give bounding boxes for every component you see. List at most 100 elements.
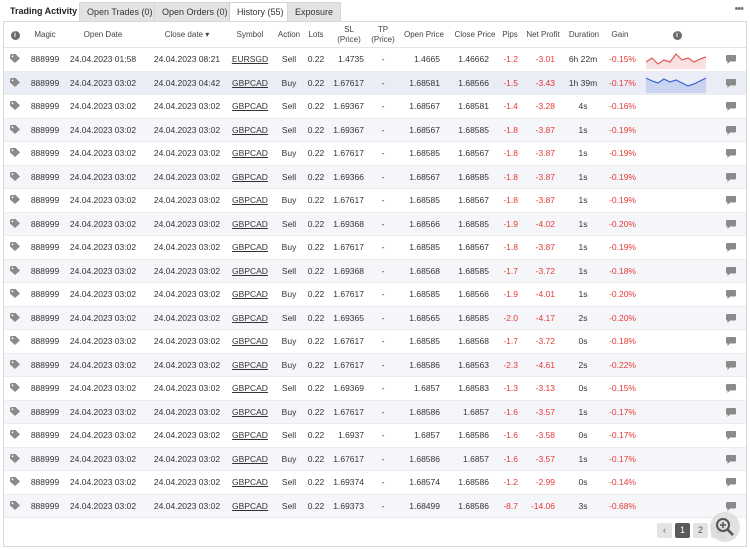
cell-symbol[interactable]: GBPCAD: [232, 406, 268, 417]
table-row[interactable]: 888999 24.04.2023 03:02 24.04.2023 03:02 GB…: [4, 95, 746, 119]
table-row[interactable]: 888999 24.04.2023 03:02 24.04.2023 04:42 GB…: [4, 71, 746, 95]
header-pips[interactable]: Pips: [502, 30, 518, 39]
header-open-date[interactable]: Open Date: [83, 30, 123, 39]
cell-symbol[interactable]: GBPCAD: [232, 148, 268, 158]
tag-icon[interactable]: [10, 54, 21, 63]
cell-symbol[interactable]: GBPCAD: [232, 77, 268, 88]
table-row[interactable]: 888999 24.04.2023 03:02 24.04.2023 03:02 GB…: [4, 212, 746, 236]
tag-icon[interactable]: [10, 289, 21, 298]
page-button-2[interactable]: 2: [693, 523, 708, 538]
cell-symbol[interactable]: GBPCAD: [232, 500, 268, 511]
tag-icon[interactable]: [10, 430, 21, 439]
header-magic[interactable]: Magic: [34, 30, 56, 39]
comment-icon[interactable]: [726, 172, 736, 182]
table-row[interactable]: 888999 24.04.2023 03:02 24.04.2023 03:02 GB…: [4, 259, 746, 283]
table-row[interactable]: 888999 24.04.2023 03:02 24.04.2023 03:02 GB…: [4, 236, 746, 260]
table-row[interactable]: 888999 24.04.2023 03:02 24.04.2023 03:02 GB…: [4, 142, 746, 166]
table-row[interactable]: 888999 24.04.2023 03:02 24.04.2023 03:02 GB…: [4, 330, 746, 354]
cell-symbol[interactable]: GBPCAD: [232, 124, 268, 135]
comment-icon[interactable]: [726, 78, 736, 88]
tab-history[interactable]: History (55): [229, 2, 292, 22]
table-row[interactable]: 888999 24.04.2023 03:02 24.04.2023 03:02 GB…: [4, 306, 746, 330]
page-button-1[interactable]: 1: [675, 523, 690, 538]
header-open-price[interactable]: Open Price: [403, 30, 445, 39]
zoom-icon[interactable]: [710, 512, 740, 542]
tag-icon[interactable]: [10, 242, 21, 251]
table-row[interactable]: 888999 24.04.2023 03:02 24.04.2023 03:02 GB…: [4, 400, 746, 424]
tag-icon[interactable]: [10, 101, 21, 110]
more-options-icon[interactable]: •••: [734, 3, 744, 15]
comment-icon[interactable]: [726, 149, 736, 158]
header-close-price[interactable]: Close Price: [454, 30, 496, 39]
cell-symbol[interactable]: GBPCAD: [232, 265, 268, 276]
tab-open-orders[interactable]: Open Orders (0): [154, 2, 236, 21]
tag-icon[interactable]: [10, 500, 21, 510]
tag-icon[interactable]: [10, 124, 21, 134]
tag-icon[interactable]: [10, 77, 21, 87]
table-row[interactable]: 888999 24.04.2023 03:02 24.04.2023 03:02 GB…: [4, 189, 746, 213]
comment-icon[interactable]: [726, 501, 736, 511]
comment-icon[interactable]: [726, 313, 736, 323]
table-row[interactable]: 888999 24.04.2023 03:02 24.04.2023 03:02 GB…: [4, 377, 746, 401]
cell-symbol[interactable]: GBPCAD: [232, 477, 268, 487]
cell-symbol[interactable]: GBPCAD: [232, 171, 268, 182]
cell-symbol[interactable]: GBPCAD: [232, 383, 268, 393]
header-action[interactable]: Action: [277, 30, 301, 39]
comment-icon[interactable]: [726, 290, 736, 299]
header-sl[interactable]: SL (Price): [337, 25, 361, 44]
header-net-profit[interactable]: Net Profit: [526, 30, 560, 39]
comment-icon[interactable]: [726, 55, 736, 64]
comment-icon[interactable]: [726, 454, 736, 464]
cell-symbol[interactable]: GBPCAD: [232, 312, 268, 323]
cell-symbol[interactable]: GBPCAD: [232, 336, 268, 346]
table-row[interactable]: 888999 24.04.2023 03:02 24.04.2023 03:02 GB…: [4, 447, 746, 471]
tab-exposure[interactable]: Exposure: [287, 2, 342, 21]
comment-icon[interactable]: [726, 196, 736, 205]
tab-open-trades[interactable]: Open Trades (0): [79, 2, 161, 21]
tag-icon[interactable]: [10, 312, 21, 322]
tag-icon[interactable]: [10, 383, 21, 392]
table-row[interactable]: 888999 24.04.2023 03:02 24.04.2023 03:02 GB…: [4, 165, 746, 189]
tag-icon[interactable]: [10, 336, 21, 345]
table-row[interactable]: 888999 24.04.2023 03:02 24.04.2023 03:02 GB…: [4, 353, 746, 377]
header-tp[interactable]: TP (Price): [371, 25, 395, 44]
comment-icon[interactable]: [726, 360, 736, 370]
comment-icon[interactable]: [726, 384, 736, 393]
comment-icon[interactable]: [726, 431, 736, 440]
table-row[interactable]: 888999 24.04.2023 03:02 24.04.2023 03:02 GB…: [4, 471, 746, 495]
header-close-date[interactable]: Close date ▾: [164, 30, 210, 39]
comment-icon[interactable]: [726, 125, 736, 135]
tag-icon[interactable]: [10, 218, 21, 228]
table-row[interactable]: 888999 24.04.2023 03:02 24.04.2023 03:02 GB…: [4, 424, 746, 448]
table-row[interactable]: 888999 24.04.2023 03:02 24.04.2023 03:02 GB…: [4, 283, 746, 307]
cell-symbol[interactable]: GBPCAD: [232, 453, 268, 464]
comment-icon[interactable]: [726, 102, 736, 111]
header-gain[interactable]: Gain: [611, 30, 629, 39]
tag-icon[interactable]: [10, 453, 21, 463]
table-row[interactable]: 888999 24.04.2023 01:58 24.04.2023 08:21 EU…: [4, 48, 746, 72]
table-row[interactable]: 888999 24.04.2023 03:02 24.04.2023 03:02 GB…: [4, 118, 746, 142]
comment-icon[interactable]: [726, 266, 736, 276]
cell-symbol[interactable]: GBPCAD: [232, 430, 268, 440]
header-symbol[interactable]: Symbol: [236, 30, 264, 39]
tag-icon[interactable]: [10, 265, 21, 275]
tag-icon[interactable]: [10, 195, 21, 204]
tag-icon[interactable]: [10, 406, 21, 416]
tag-icon[interactable]: [10, 359, 21, 369]
tag-icon[interactable]: [10, 171, 21, 181]
header-duration[interactable]: Duration: [568, 30, 600, 39]
comment-icon[interactable]: [726, 478, 736, 487]
cell-symbol[interactable]: EURSGD: [231, 54, 269, 64]
cell-symbol[interactable]: GBPCAD: [232, 218, 268, 229]
tag-icon[interactable]: [10, 477, 21, 486]
header-lots[interactable]: Lots: [308, 30, 324, 39]
comment-icon[interactable]: [726, 337, 736, 346]
cell-symbol[interactable]: GBPCAD: [232, 359, 268, 370]
tag-icon[interactable]: [10, 148, 21, 157]
cell-symbol[interactable]: GBPCAD: [232, 289, 268, 299]
cell-symbol[interactable]: GBPCAD: [232, 242, 268, 252]
comment-icon[interactable]: [726, 243, 736, 252]
comment-icon[interactable]: [726, 219, 736, 229]
cell-symbol[interactable]: GBPCAD: [232, 101, 268, 111]
table-row[interactable]: 888999 24.04.2023 03:02 24.04.2023 03:02 GB…: [4, 494, 746, 518]
